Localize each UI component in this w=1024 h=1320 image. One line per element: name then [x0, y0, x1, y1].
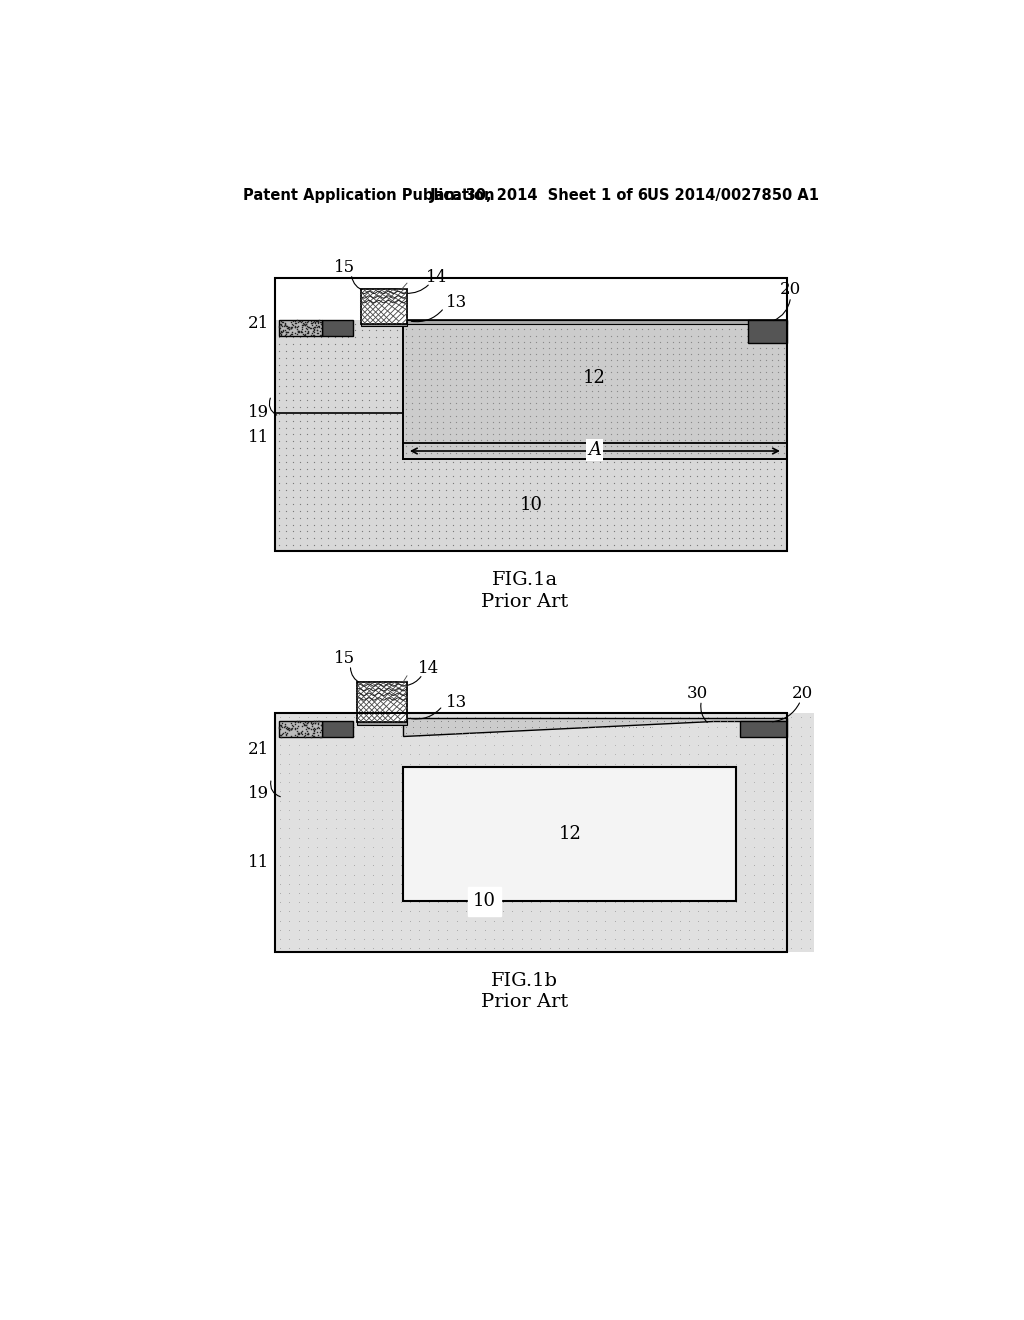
Bar — [748, 321, 786, 343]
Text: 19: 19 — [248, 404, 269, 421]
Bar — [275, 713, 814, 952]
Text: 11: 11 — [248, 854, 269, 871]
Text: 14: 14 — [418, 660, 439, 677]
Text: 21: 21 — [248, 742, 269, 758]
Bar — [403, 321, 786, 459]
Bar — [360, 289, 407, 323]
Text: FIG.1b: FIG.1b — [492, 972, 558, 990]
Bar — [356, 719, 407, 725]
Text: 21: 21 — [248, 315, 269, 333]
Bar — [275, 851, 786, 952]
Text: 19: 19 — [248, 785, 269, 803]
Bar — [403, 321, 786, 323]
Bar — [275, 321, 403, 552]
Bar — [322, 721, 352, 738]
Text: A: A — [588, 441, 601, 459]
Text: 11: 11 — [248, 429, 269, 446]
Text: 15: 15 — [335, 651, 355, 668]
Text: 20: 20 — [780, 281, 801, 298]
Text: US 2014/0027850 A1: US 2014/0027850 A1 — [647, 187, 819, 203]
Bar — [275, 277, 786, 552]
Text: Prior Art: Prior Art — [481, 994, 568, 1011]
Bar — [740, 721, 786, 738]
Text: 10: 10 — [519, 496, 543, 513]
Bar — [356, 682, 407, 722]
Text: 13: 13 — [445, 693, 467, 710]
Bar — [275, 713, 786, 952]
Text: 10: 10 — [473, 892, 496, 911]
Bar — [275, 459, 786, 552]
Text: Jan. 30, 2014  Sheet 1 of 6: Jan. 30, 2014 Sheet 1 of 6 — [430, 187, 649, 203]
Text: 14: 14 — [426, 269, 447, 286]
Bar — [403, 767, 736, 902]
Text: 30: 30 — [687, 685, 709, 702]
Bar — [280, 721, 322, 738]
Polygon shape — [403, 718, 786, 737]
Text: 20: 20 — [792, 685, 813, 702]
Bar — [360, 322, 407, 326]
Text: Prior Art: Prior Art — [481, 593, 568, 611]
Text: 15: 15 — [335, 259, 355, 276]
Text: 13: 13 — [445, 294, 467, 312]
Bar — [280, 321, 322, 335]
Text: 12: 12 — [558, 825, 582, 842]
Text: FIG.1a: FIG.1a — [492, 572, 558, 589]
Text: Patent Application Publication: Patent Application Publication — [243, 187, 495, 203]
Text: 12: 12 — [583, 368, 606, 387]
Bar — [322, 321, 352, 335]
